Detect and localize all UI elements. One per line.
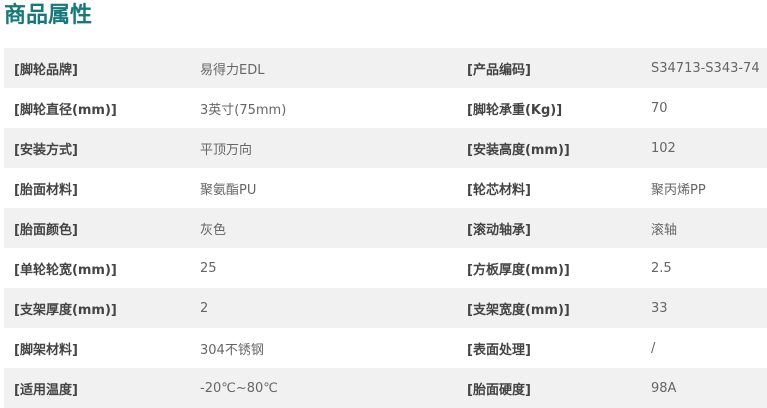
attr-label: [产品编码]: [467, 62, 531, 78]
table-row: [胎面颜色] 灰色 [滚动轴承] 滚轴: [4, 208, 767, 248]
attr-label: [脚轮承重(Kg)]: [467, 102, 563, 118]
attr-value: 3英寸(75mm): [200, 102, 287, 118]
attr-value: 聚丙烯PP: [651, 182, 706, 198]
attr-value: 滚轴: [651, 222, 678, 238]
attr-label: [安装高度(mm)]: [467, 142, 570, 158]
table-row: [脚轮品牌] 易得力EDL [产品编码] S34713-S343-74: [4, 48, 767, 88]
attr-label: [胎面颜色]: [14, 222, 78, 238]
attr-value: 25: [200, 260, 217, 276]
attr-value: 70: [651, 100, 668, 116]
attr-label: [安装方式]: [14, 142, 78, 158]
attr-value: -20℃~80℃: [200, 380, 278, 396]
attr-label: [支架厚度(mm)]: [14, 302, 117, 318]
table-row: [单轮轮宽(mm)] 25 [方板厚度(mm)] 2.5: [4, 248, 767, 288]
attr-label: [适用温度]: [14, 382, 78, 398]
attr-label: [表面处理]: [467, 342, 531, 358]
attr-value: S34713-S343-74: [651, 60, 760, 76]
attr-value: /: [651, 340, 656, 356]
attr-label: [支架宽度(mm)]: [467, 302, 570, 318]
table-row: [适用温度] -20℃~80℃ [胎面硬度] 98A: [4, 368, 767, 408]
attr-label: [脚架材料]: [14, 342, 78, 358]
table-row: [胎面材料] 聚氨酯PU [轮芯材料] 聚丙烯PP: [4, 168, 767, 208]
attr-label: [轮芯材料]: [467, 182, 531, 198]
attr-value: 平顶万向: [200, 142, 253, 158]
table-row: [脚轮直径(mm)] 3英寸(75mm) [脚轮承重(Kg)] 70: [4, 88, 767, 128]
attr-value: 98A: [651, 380, 677, 396]
table-row: [安装方式] 平顶万向 [安装高度(mm)] 102: [4, 128, 767, 168]
attr-label: [方板厚度(mm)]: [467, 262, 570, 278]
attr-value: 304不锈钢: [200, 342, 264, 358]
attr-value: 2: [200, 300, 209, 316]
attr-value: 聚氨酯PU: [200, 182, 257, 198]
attr-label: [胎面材料]: [14, 182, 78, 198]
table-row: [脚架材料] 304不锈钢 [表面处理] /: [4, 328, 767, 368]
attr-value: 易得力EDL: [200, 62, 265, 78]
section-title: 商品属性: [4, 3, 93, 28]
attr-value: 102: [651, 140, 676, 156]
attr-label: [滚动轴承]: [467, 222, 531, 238]
attr-value: 33: [651, 300, 668, 316]
product-attributes-table: [脚轮品牌] 易得力EDL [产品编码] S34713-S343-74 [脚轮直径(mm…: [4, 48, 767, 408]
attr-label: [胎面硬度]: [467, 382, 531, 398]
attr-label: [脚轮直径(mm)]: [14, 102, 117, 118]
attr-label: [单轮轮宽(mm)]: [14, 262, 117, 278]
attr-label: [脚轮品牌]: [14, 62, 78, 78]
attr-value: 灰色: [200, 222, 227, 238]
attr-value: 2.5: [651, 260, 672, 276]
table-row: [支架厚度(mm)] 2 [支架宽度(mm)] 33: [4, 288, 767, 328]
